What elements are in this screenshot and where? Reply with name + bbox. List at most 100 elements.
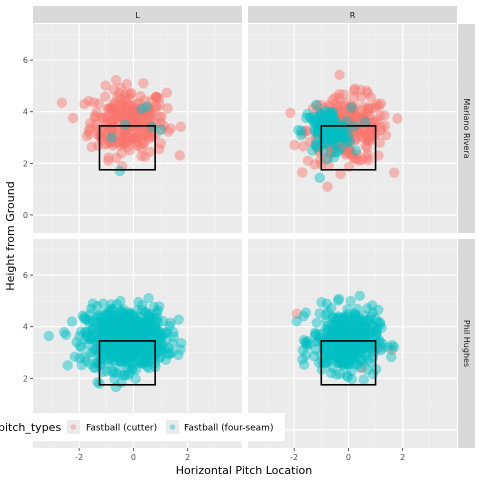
data-point (143, 334, 154, 346)
data-point (325, 124, 336, 135)
data-point (338, 116, 349, 127)
data-point (335, 133, 346, 144)
data-point (120, 324, 132, 335)
data-point (122, 116, 134, 127)
data-point (351, 339, 362, 350)
data-point (156, 339, 167, 351)
data-point (322, 125, 334, 136)
data-point (337, 359, 348, 370)
data-point (343, 342, 354, 353)
data-point (364, 337, 375, 349)
data-point (111, 128, 122, 139)
data-point (330, 341, 341, 353)
data-point (155, 333, 166, 345)
data-point (351, 318, 363, 329)
data-point (329, 119, 341, 130)
data-point (83, 338, 94, 350)
data-point (120, 326, 132, 338)
data-point (327, 322, 339, 333)
data-point (329, 343, 340, 355)
data-point (103, 358, 114, 369)
data-point (144, 107, 155, 118)
data-point (309, 159, 320, 170)
data-point (113, 325, 124, 337)
data-point (321, 114, 333, 125)
strip-label-l: L (135, 11, 140, 20)
data-point (150, 321, 161, 332)
data-point (314, 308, 326, 319)
data-point (145, 113, 156, 125)
data-point (109, 355, 120, 366)
data-point (344, 132, 355, 143)
data-point (99, 342, 110, 354)
data-point (125, 105, 137, 117)
y-tick-label: 2 (23, 159, 28, 168)
data-point (320, 138, 331, 149)
strips-layer: L R Mariano Rivera Phil Hughes (33, 6, 475, 448)
data-point (367, 326, 379, 338)
data-point (356, 130, 367, 141)
data-point (354, 362, 365, 373)
data-point (340, 326, 352, 337)
data-point (347, 330, 358, 341)
data-point (364, 135, 376, 147)
data-point (116, 148, 127, 159)
data-point (115, 111, 126, 122)
data-point (141, 350, 152, 361)
data-point (300, 336, 311, 348)
data-point (343, 319, 355, 330)
data-point (311, 317, 322, 328)
data-point (102, 328, 113, 339)
data-point (323, 119, 334, 131)
data-point (117, 342, 128, 354)
data-point (352, 348, 363, 359)
data-point (74, 353, 85, 364)
data-point (109, 327, 121, 339)
data-point (316, 297, 327, 308)
data-point (350, 339, 362, 351)
data-point (132, 139, 143, 150)
data-point (326, 362, 338, 373)
data-point (349, 309, 361, 320)
data-point (335, 112, 347, 123)
data-point (346, 365, 357, 377)
data-point (309, 118, 320, 129)
data-point (97, 318, 108, 329)
data-point (342, 358, 353, 370)
data-point (137, 130, 149, 141)
data-point (154, 111, 165, 123)
data-point (342, 130, 354, 142)
data-point (120, 318, 131, 329)
data-point (173, 349, 184, 361)
data-point (121, 88, 132, 100)
data-point (109, 312, 120, 324)
data-point (127, 334, 139, 345)
data-point (301, 338, 312, 349)
data-point (392, 113, 403, 124)
y-axis-title: Height from Ground (4, 181, 17, 290)
data-point (141, 349, 153, 361)
data-point (164, 320, 175, 332)
data-point (155, 351, 166, 362)
data-point (163, 342, 174, 354)
data-point (137, 304, 148, 316)
data-point (324, 354, 336, 366)
data-point (119, 309, 130, 321)
data-point (102, 339, 113, 351)
data-point (328, 113, 339, 124)
data-point (111, 337, 122, 348)
data-point (141, 317, 153, 329)
data-point (344, 128, 355, 139)
data-point (139, 95, 150, 106)
data-point (301, 340, 312, 351)
data-point (333, 293, 345, 305)
data-point (326, 119, 338, 131)
data-point (117, 112, 128, 123)
data-point (120, 126, 132, 137)
data-point (356, 362, 368, 374)
data-point (160, 354, 172, 366)
data-point (338, 324, 350, 336)
data-point (111, 314, 123, 326)
data-point (325, 114, 336, 126)
data-point (120, 358, 131, 369)
